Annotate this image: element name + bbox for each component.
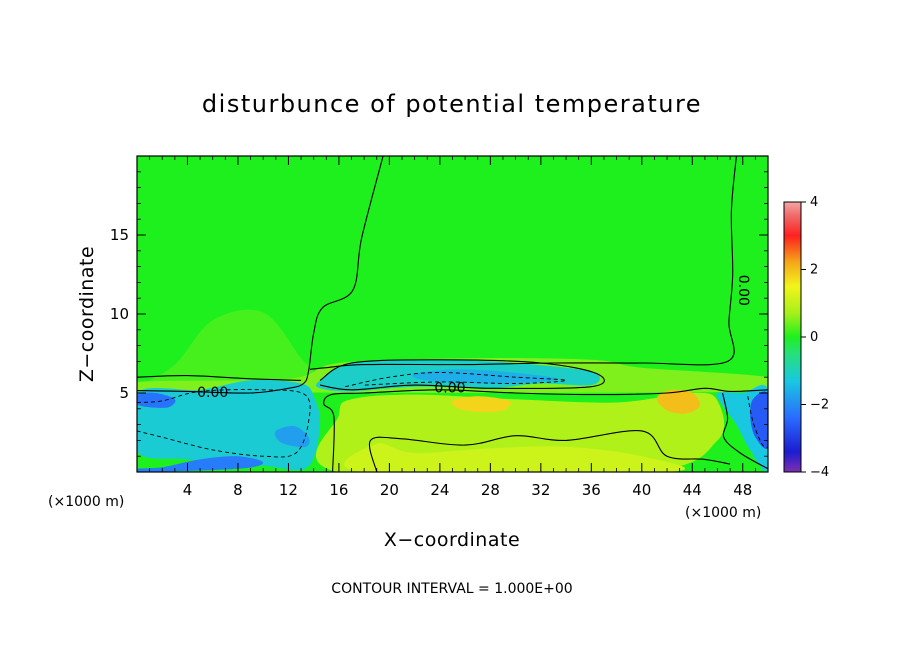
- field-region-mid-cold-core: [412, 369, 558, 384]
- y-axis-label: Z−coordinate: [76, 246, 98, 382]
- shaded-field: [137, 156, 768, 472]
- plot-area: [137, 156, 768, 472]
- field-region-left-cold-layer: [137, 380, 321, 471]
- zero-contour-1: [309, 156, 737, 370]
- zero-contour-6: [368, 429, 731, 472]
- y-tick-label-10: 10: [110, 305, 129, 323]
- y-tick-label-15: 15: [110, 226, 129, 244]
- colorbar-tick-label-3: −2: [810, 398, 829, 413]
- field-region-warm-spot-28: [451, 396, 511, 413]
- field-region-upper-left-slight-warm: [137, 309, 315, 387]
- x-tick-label-12: 12: [279, 481, 298, 499]
- x-tick-label-20: 20: [380, 481, 399, 499]
- x-tick-label-8: 8: [233, 481, 243, 499]
- chart-title: disturbunce of potential temperature: [202, 90, 702, 118]
- contour-label-1: 0.00: [434, 380, 465, 396]
- contour-lines: [137, 156, 768, 472]
- colorbar-tick-label-0: 4: [810, 195, 818, 210]
- field-region-left-cold-pocket-top: [137, 392, 176, 408]
- zero-contour-4: [319, 359, 605, 391]
- colorbar: 4 2 0 −2 −4: [783, 195, 829, 480]
- colorbar-tick-label-2: 0: [810, 330, 818, 345]
- colorbar-tick-label-1: 2: [810, 263, 818, 278]
- field-region-warm-spot-43: [656, 389, 701, 414]
- contour-label-2: 0.00: [735, 275, 751, 306]
- field-region-left-cold-pocket-low: [137, 456, 264, 472]
- negative-contour-2: [747, 396, 768, 449]
- x-tick-label-32: 32: [531, 481, 550, 499]
- negative-contour-0: [137, 389, 311, 458]
- x-tick-label-28: 28: [481, 481, 500, 499]
- y-tick-label-5: 5: [119, 384, 129, 402]
- x-tick-label-44: 44: [683, 481, 702, 499]
- y-axis-ticks: 5 10 15: [110, 171, 768, 457]
- x-tick-label-16: 16: [329, 481, 348, 499]
- zero-contour-3: [323, 387, 768, 472]
- x-axis-ticks: 4 8 12 16 20 24 28 32 36 40 44 48: [149, 156, 756, 499]
- x-tick-label-24: 24: [430, 481, 449, 499]
- contour-labels: 0.00 0.00 0.00: [197, 275, 751, 401]
- contour-interval-label: CONTOUR INTERVAL = 1.000E+00: [331, 581, 572, 597]
- negative-contour-1: [345, 372, 567, 388]
- x-tick-label-48: 48: [733, 481, 752, 499]
- x-tick-label-36: 36: [582, 481, 601, 499]
- field-region-right-cold-core: [750, 391, 768, 449]
- contour-label-0: 0.00: [197, 385, 228, 401]
- x-axis-label: X−coordinate: [384, 529, 520, 551]
- zero-contour-5: [722, 392, 768, 470]
- field-region-warm-floor: [344, 443, 686, 472]
- field-region-warm-lower-middle: [315, 392, 725, 472]
- x-unit-label-right: (×1000 m): [685, 505, 761, 521]
- x-unit-label-left: (×1000 m): [48, 494, 124, 510]
- colorbar-tick-label-4: −4: [810, 465, 829, 480]
- zero-contour-2: [137, 375, 302, 381]
- zero-contour-0: [137, 156, 384, 394]
- x-tick-label-40: 40: [632, 481, 651, 499]
- field-region-left-cold-streak: [274, 425, 310, 448]
- colorbar-scale: [783, 201, 802, 473]
- x-tick-label-4: 4: [183, 481, 193, 499]
- colorbar-ticks: 4 2 0 −2 −4: [801, 195, 829, 480]
